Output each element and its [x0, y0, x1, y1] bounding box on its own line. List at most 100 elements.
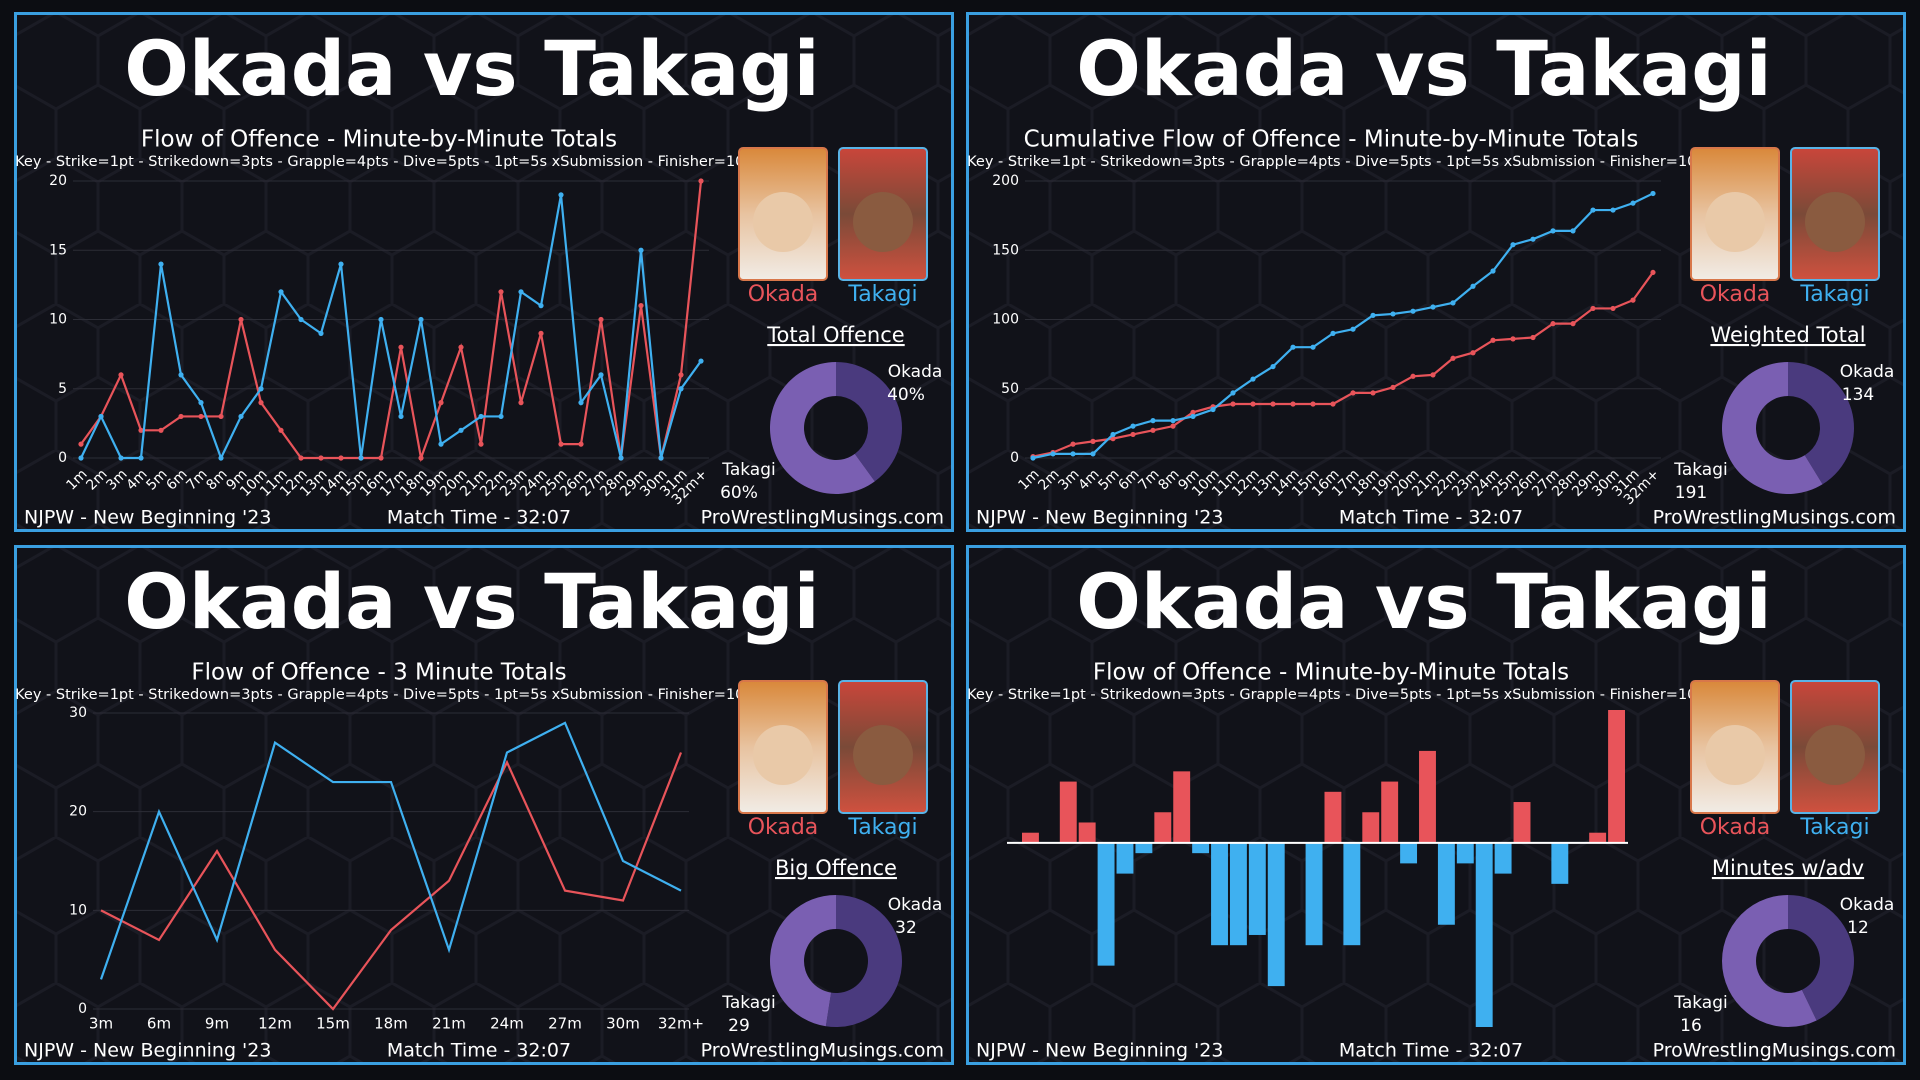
- chart-subtitle: Key - Strike=1pt - Strikedown=3pts - Gra…: [967, 687, 1719, 703]
- data-point: [1350, 326, 1356, 332]
- series-line: [80, 194, 702, 461]
- data-point: [258, 400, 264, 406]
- data-point: [158, 427, 164, 433]
- data-point: [278, 289, 284, 295]
- pie-value-label: 40%: [887, 385, 925, 405]
- legend-entry: Okada: [748, 282, 819, 307]
- x-tick-label: 24m: [490, 1015, 524, 1033]
- legend-entry: Takagi: [1799, 815, 1869, 840]
- data-point: [1310, 344, 1316, 350]
- data-point: [238, 413, 244, 420]
- footer-text: ProWrestlingMusings.com: [1653, 1040, 1896, 1062]
- data-point: [1630, 200, 1636, 206]
- data-point: [458, 344, 464, 350]
- bar: [1551, 842, 1569, 884]
- data-point: [638, 247, 644, 253]
- bar: [1494, 842, 1512, 874]
- pie-slice: [769, 361, 875, 494]
- chart-subtitle: Key - Strike=1pt - Strikedown=3pts - Gra…: [15, 154, 767, 170]
- legend-entry: Takagi: [1799, 282, 1869, 307]
- bar: [1154, 812, 1172, 843]
- footer-text: Match Time - 32:07: [1339, 1040, 1523, 1062]
- data-point: [558, 441, 564, 447]
- y-tick-label: 150: [992, 242, 1019, 258]
- bar: [1059, 781, 1077, 843]
- photo-face: [753, 725, 813, 785]
- data-point: [1450, 355, 1456, 361]
- pie-label: Okada: [1840, 362, 1895, 382]
- legend-entry: Okada: [748, 815, 819, 840]
- data-point: [598, 372, 604, 378]
- pie-label: Takagi: [1673, 993, 1727, 1013]
- data-point: [338, 455, 344, 461]
- footer-text: NJPW - New Beginning '23: [976, 1040, 1223, 1062]
- data-point: [1490, 268, 1496, 274]
- data-point: [1070, 451, 1076, 457]
- data-point: [538, 330, 544, 336]
- data-point: [1570, 228, 1576, 234]
- data-point: [638, 303, 644, 309]
- footer-text: NJPW - New Beginning '23: [24, 1040, 271, 1062]
- legend-entry: Takagi: [847, 815, 917, 840]
- pie-value-label: 60%: [720, 483, 758, 503]
- data-point: [1630, 297, 1636, 303]
- data-point: [318, 455, 324, 461]
- data-point: [1110, 436, 1116, 442]
- bar: [1437, 842, 1455, 925]
- bar: [1173, 771, 1191, 843]
- pie-title: Minutes w/adv: [1712, 856, 1864, 880]
- panel-title: Okada vs Takagi: [124, 24, 819, 113]
- data-point: [518, 289, 524, 295]
- data-point: [478, 413, 484, 420]
- data-point: [1230, 390, 1236, 396]
- x-tick-label: 15m: [316, 1015, 350, 1033]
- photo-face: [1705, 192, 1765, 252]
- data-point: [1090, 451, 1096, 457]
- bar: [1475, 842, 1493, 1027]
- data-point: [698, 178, 704, 184]
- data-point: [378, 316, 384, 323]
- bar: [1419, 750, 1436, 843]
- bar: [1513, 802, 1531, 843]
- data-point: [1290, 344, 1296, 350]
- bar: [1343, 842, 1361, 946]
- pie-label: Takagi: [721, 460, 775, 480]
- x-tick-label: 18m: [374, 1015, 408, 1033]
- panel-border: [14, 12, 954, 532]
- data-point: [678, 386, 684, 392]
- y-tick-label: 30: [69, 705, 87, 721]
- bar: [1608, 710, 1625, 843]
- series-line: [100, 752, 683, 1011]
- panel: Okada vs Takagi NJPW - New Beginning '23 M…: [966, 545, 1906, 1065]
- y-tick-label: 15: [49, 242, 67, 258]
- pie-value-label: 16: [1680, 1016, 1702, 1036]
- data-point: [438, 400, 444, 406]
- bar: [1022, 832, 1039, 843]
- data-point: [1550, 321, 1556, 327]
- data-point: [218, 413, 224, 420]
- data-point: [1290, 401, 1296, 407]
- data-point: [1330, 330, 1336, 336]
- data-point: [438, 441, 444, 447]
- data-point: [1130, 423, 1136, 429]
- pie-label: Takagi: [721, 993, 775, 1013]
- data-point: [1510, 242, 1516, 248]
- data-point: [1650, 269, 1656, 276]
- y-tick-label: 10: [49, 312, 67, 328]
- data-point: [1590, 305, 1596, 312]
- data-point: [418, 316, 424, 323]
- pie-label: Okada: [888, 895, 943, 915]
- data-point: [1470, 350, 1476, 356]
- y-tick-label: 5: [58, 381, 67, 397]
- x-tick-label: 32m+: [658, 1015, 704, 1033]
- data-point: [378, 455, 384, 461]
- data-point: [678, 372, 684, 378]
- pie-value-label: 191: [1675, 483, 1707, 503]
- y-tick-label: 0: [78, 1001, 87, 1017]
- data-point: [518, 400, 524, 406]
- data-point: [1150, 427, 1156, 433]
- y-tick-label: 20: [49, 173, 67, 189]
- data-point: [1430, 372, 1436, 378]
- data-point: [1230, 401, 1236, 407]
- footer-text: Match Time - 32:07: [387, 507, 571, 529]
